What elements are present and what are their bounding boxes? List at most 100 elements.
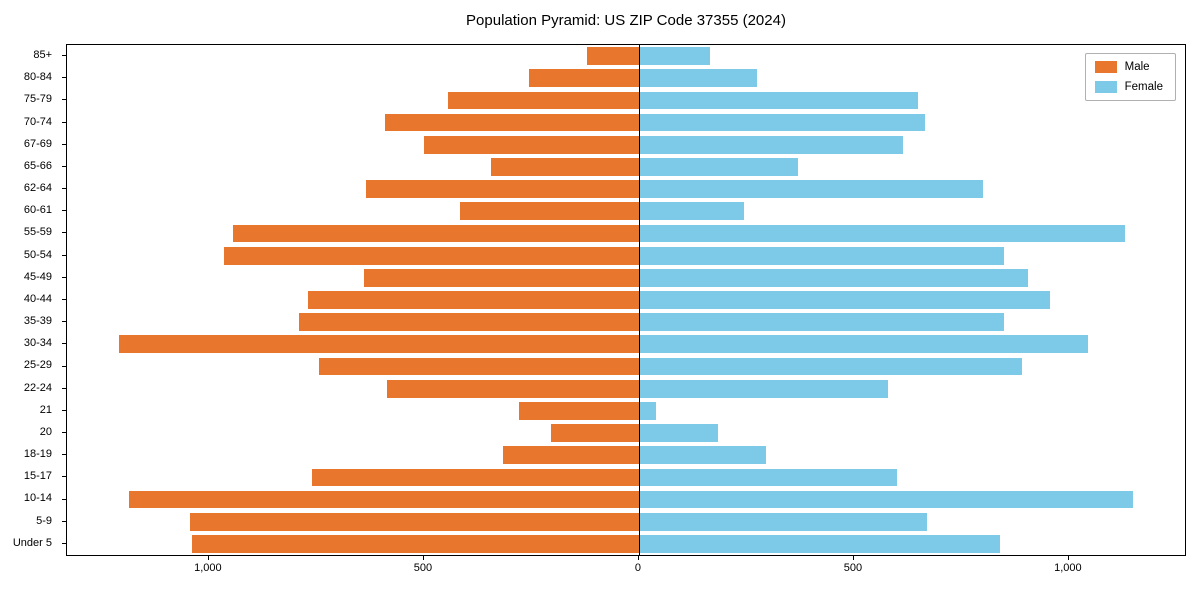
y-axis-labels: 85+ 80-84 75-79 70-74 67-69 65-66 62-64 60-61 55… [0,44,60,556]
bar-male-80-84 [529,69,639,88]
bar-female-65-66 [638,158,798,176]
y-tick-label: 35-39 [23,315,52,328]
y-tick-label: 40-44 [23,292,52,305]
bar-female-85+ [638,47,710,65]
bar-male-45-49 [363,268,639,287]
y-tick-mark [62,343,66,345]
y-tick-label: 75-79 [23,93,52,106]
x-tick-mark [1067,556,1069,560]
bar-male-20 [550,424,639,442]
x-tick-label: 500 [843,562,863,574]
bar-female-15-17 [638,468,897,487]
bar-female-45-49 [638,268,1029,287]
bar-male-65-66 [490,158,639,176]
y-tick-mark [62,188,66,190]
x-tick-mark [637,556,639,560]
bar-male-15-17 [312,468,639,487]
y-tick-label: 18-19 [23,448,52,461]
y-tick-mark [62,143,66,145]
x-tick-label: 500 [413,562,433,574]
bar-female-80-84 [638,69,758,88]
bar-female-10-14 [638,490,1134,509]
y-tick-mark [62,321,66,323]
y-tick-label: 62-64 [23,182,52,195]
bar-female-Under 5 [638,535,1001,553]
zero-axis-line [638,45,640,555]
bar-male-30-34 [118,335,639,354]
y-tick-label: 5-9 [36,514,52,527]
legend: Male Female [1084,53,1176,101]
y-tick-label: 70-74 [23,115,52,128]
y-tick-mark [62,409,66,411]
bar-male-70-74 [385,113,639,132]
y-tick-mark [62,299,66,300]
legend-label-male: Male [1124,61,1150,73]
bar-male-67-69 [423,135,639,154]
y-tick-mark [62,165,66,167]
y-tick-label: 10-14 [23,492,52,505]
y-tick-mark [62,99,66,101]
x-axis-labels: 1,000 500 0 500 1,000 [66,562,1186,582]
bar-female-21 [638,402,657,420]
x-tick-label: 1,000 [194,562,222,574]
y-tick-mark [62,55,66,57]
legend-label-female: Female [1124,81,1163,93]
y-tick-label: 45-49 [23,270,52,283]
bar-male-25-29 [318,357,639,376]
x-tick-label: 1,000 [1054,562,1082,574]
bar-male-60-61 [460,202,639,221]
y-tick-mark [62,476,66,478]
x-tick-label: 0 [634,562,641,574]
y-tick-mark [62,542,66,544]
plot-area: Male Female [66,44,1186,556]
y-tick-mark [62,454,66,456]
x-tick-mark [852,556,854,560]
y-tick-label: 60-61 [23,204,52,217]
bar-male-85+ [587,47,639,65]
y-tick-mark [62,77,66,79]
bar-female-75-79 [638,91,919,110]
bar-female-22-24 [638,379,889,398]
bar-male-50-54 [223,246,639,265]
bar-female-5-9 [638,512,927,531]
x-tick-mark [422,556,424,560]
y-tick-mark [62,520,66,522]
bar-female-20 [638,424,719,442]
bar-female-18-19 [638,446,766,465]
bar-female-60-61 [638,202,745,221]
y-tick-mark [62,121,66,123]
y-tick-mark [62,498,66,500]
bar-female-30-34 [638,335,1089,354]
y-tick-mark [62,365,66,367]
y-tick-label: 30-34 [23,337,52,350]
legend-item-male: Male [1094,61,1163,73]
y-tick-label: 50-54 [23,248,52,261]
bar-male-18-19 [503,446,639,465]
y-tick-label: Under 5 [12,536,52,549]
y-tick-label: 21 [39,403,52,416]
bar-male-Under 5 [191,535,639,553]
female-color-swatch [1094,81,1117,93]
y-tick-label: 65-66 [23,159,52,172]
male-color-swatch [1094,61,1117,73]
y-tick-label: 55-59 [23,226,52,239]
bar-female-40-44 [638,291,1050,309]
y-tick-label: 15-17 [23,470,52,483]
chart-title: Population Pyramid: US ZIP Code 37355 (2… [466,12,786,29]
y-tick-mark [62,276,66,278]
y-tick-label: 80-84 [23,71,52,84]
legend-item-female: Female [1094,81,1163,93]
y-tick-mark [62,254,66,256]
bar-male-62-64 [365,180,639,198]
bar-female-35-39 [638,313,1005,332]
y-tick-label: 67-69 [23,137,52,150]
y-tick-mark [62,232,66,234]
bar-female-70-74 [638,113,925,132]
bar-male-5-9 [189,512,639,531]
bar-male-40-44 [307,291,639,309]
y-tick-label: 20 [39,425,52,438]
y-tick-mark [62,432,66,434]
bar-male-22-24 [387,379,639,398]
bar-female-67-69 [638,135,904,154]
bar-female-55-59 [638,224,1125,243]
